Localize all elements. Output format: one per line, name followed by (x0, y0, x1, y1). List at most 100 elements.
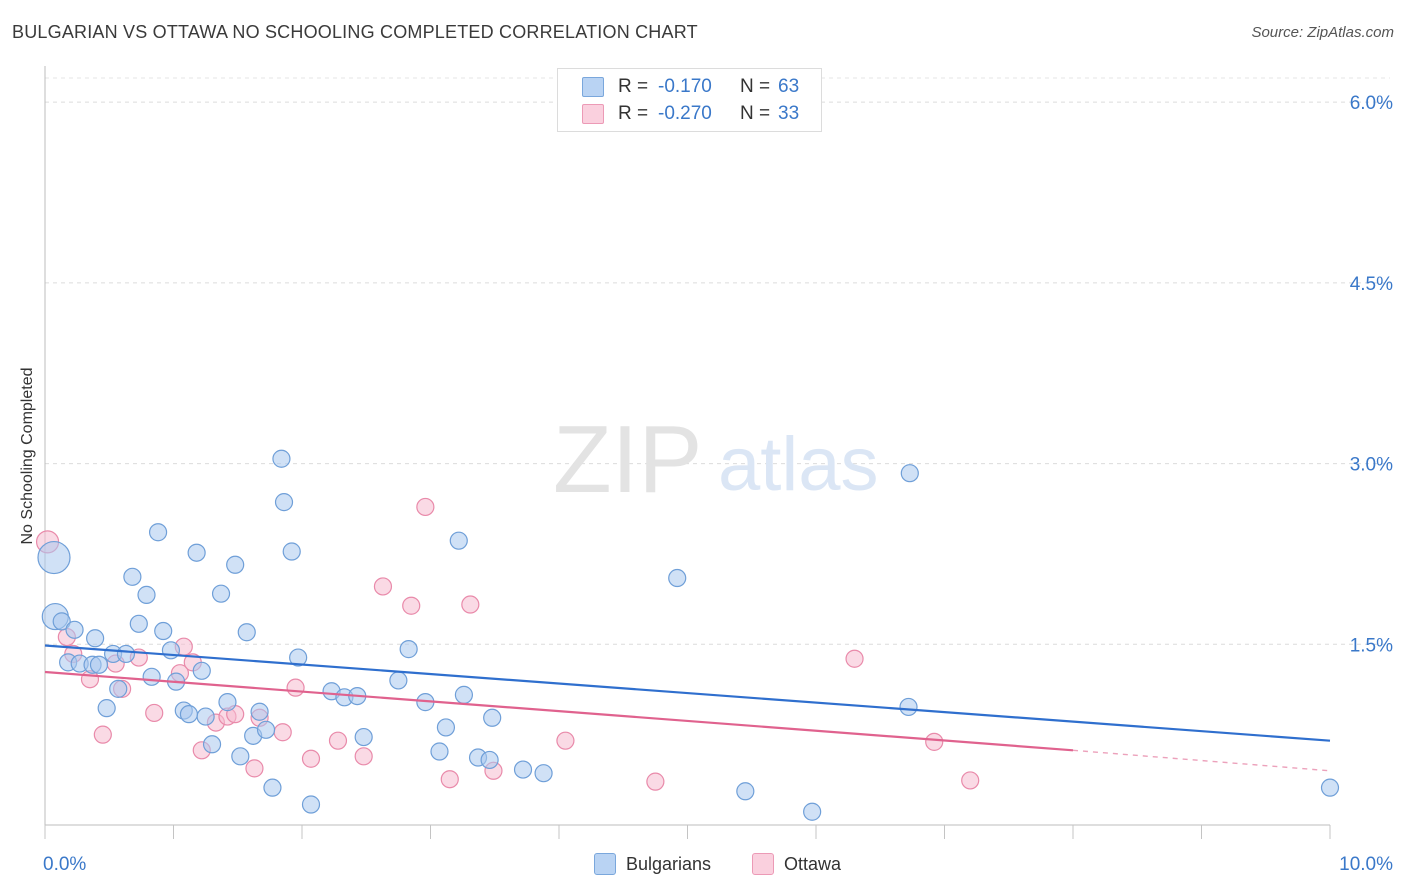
data-point (436, 718, 456, 737)
bottom-legend-ottawa: Ottawa (752, 852, 841, 876)
data-point (483, 708, 502, 727)
data-point (282, 542, 301, 561)
data-point (65, 620, 84, 639)
data-point (556, 731, 575, 750)
y-tick-label: 4.5% (1350, 274, 1393, 295)
legend-r-value: -0.170 (658, 76, 712, 97)
data-point (192, 661, 211, 680)
bulgarians-points (37, 449, 1340, 821)
data-point (250, 702, 269, 721)
data-point (256, 720, 276, 739)
data-point (373, 577, 393, 596)
legend-n-value: 33 (778, 103, 800, 124)
data-point (301, 749, 321, 768)
data-point (116, 644, 136, 664)
x-tick-label: 10.0% (1339, 854, 1393, 875)
data-point (89, 655, 109, 674)
data-point (273, 723, 292, 742)
data-point (389, 671, 408, 690)
data-point (454, 685, 474, 704)
x-tick-label: 0.0% (43, 854, 86, 875)
watermark: ZIP atlas (553, 406, 879, 513)
data-point (196, 707, 215, 726)
data-point (109, 679, 128, 698)
watermark-atlas: atlas (718, 422, 879, 507)
legend-n-label: N = (740, 103, 771, 124)
chart-title: BULGARIAN VS OTTAWA NO SCHOOLING COMPLET… (12, 22, 698, 42)
data-point (899, 697, 918, 717)
y-tick-label: 6.0% (1350, 93, 1393, 114)
data-point (646, 772, 665, 791)
data-point (430, 742, 449, 761)
data-point (402, 596, 421, 615)
legend-n-value: 63 (778, 76, 800, 97)
data-point (142, 667, 161, 686)
data-point (93, 725, 112, 744)
data-point (534, 764, 553, 783)
legend-r-value: -0.270 (658, 103, 712, 124)
legend-n-label: N = (740, 76, 771, 97)
data-point (245, 759, 264, 778)
y-tick-label: 1.5% (1350, 635, 1393, 656)
data-point (900, 464, 919, 483)
data-point (925, 732, 944, 751)
data-point (416, 497, 435, 517)
data-point (461, 595, 480, 614)
watermark-zip: ZIP (553, 406, 702, 513)
data-point (845, 649, 864, 668)
bulgarians-swatch (594, 853, 616, 875)
data-point (187, 543, 206, 562)
data-point (145, 703, 164, 723)
legend-row-bulgarians: R = -0.170 N = 63 (582, 75, 799, 99)
data-point (86, 629, 105, 648)
ottawa-trend-line (44, 670, 1074, 752)
grid-lines (45, 77, 1390, 645)
data-point (272, 449, 291, 468)
data-point (52, 612, 71, 631)
data-point (513, 760, 533, 779)
data-point (736, 782, 755, 801)
y-tick-label: 3.0% (1350, 455, 1393, 476)
legend-swatch-pink (582, 104, 604, 124)
ottawa-trend-extension (1072, 749, 1331, 772)
data-point (263, 778, 282, 797)
data-point (202, 735, 222, 754)
bottom-legend-bulgarians: Bulgarians (594, 852, 711, 876)
data-point (218, 693, 237, 712)
ottawa-legend-label: Ottawa (784, 853, 842, 874)
bulgarians-trend-line (44, 644, 1331, 742)
correlation-legend: R = -0.170 N = 63 R = -0.270 N = 33 (557, 68, 822, 132)
data-point (1320, 778, 1340, 797)
data-point (961, 771, 980, 790)
data-point (286, 678, 305, 697)
data-point (354, 727, 373, 747)
axes (44, 66, 1331, 839)
data-point (237, 623, 256, 642)
data-point (449, 531, 468, 550)
data-point (480, 750, 499, 770)
data-point (440, 770, 459, 789)
data-point (354, 747, 373, 766)
data-point (668, 568, 687, 588)
data-point (289, 648, 308, 667)
legend-swatch-blue (582, 77, 604, 97)
data-point (123, 567, 142, 586)
data-point (226, 555, 245, 574)
data-point (179, 705, 199, 724)
data-point (137, 585, 156, 604)
tick-labels: 1.5% 3.0% 4.5% 6.0% 0.0% 10.0% (43, 93, 1393, 875)
trend-lines (44, 644, 1331, 772)
legend-r-label: R = (618, 76, 649, 97)
data-point (328, 731, 348, 750)
data-point (399, 640, 418, 659)
data-point (129, 614, 148, 633)
data-point (274, 493, 294, 512)
data-point (231, 747, 250, 766)
data-point (154, 621, 173, 641)
source-label: Source: ZipAtlas.com (1251, 24, 1394, 41)
bulgarians-legend-label: Bulgarians (626, 853, 712, 874)
data-point (37, 540, 71, 575)
legend-r-label: R = (618, 103, 649, 124)
ottawa-swatch (752, 853, 774, 875)
